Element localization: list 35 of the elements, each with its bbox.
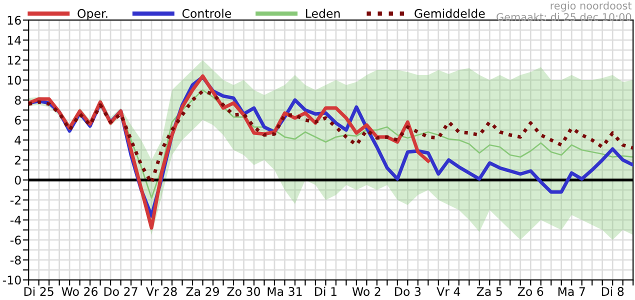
y-tick-label: -8 — [10, 256, 21, 265]
y-tick-label: 6 — [14, 116, 21, 125]
y-tick-label: 4 — [14, 136, 21, 144]
y-tick-label: 10 — [8, 76, 21, 85]
x-tick-label: Wo 2 — [352, 287, 380, 296]
y-tick-label: 2 — [14, 156, 20, 164]
x-tick-label: Di 1 — [315, 286, 336, 296]
y-tick-label: -4 — [10, 216, 21, 224]
x-tick-label: Do 27 — [104, 287, 138, 296]
y-tick-label: -10 — [2, 276, 21, 285]
x-tick-label: Vr 28 — [146, 287, 177, 296]
legend-label: Gemiddelde — [414, 8, 485, 18]
y-tick-label: -6 — [10, 236, 21, 245]
x-tick-label: Zo 6 — [518, 287, 544, 296]
y-tick-label: 0 — [14, 176, 21, 185]
y-tick-label: 16 — [8, 16, 21, 25]
x-tick-label: Di 8 — [602, 286, 624, 296]
x-tick-label: Ma 7 — [558, 287, 585, 296]
text: regio noordoost — [550, 2, 632, 12]
legend-label: Leden — [306, 8, 340, 18]
y-tick-label: -2 — [10, 196, 20, 204]
x-tick-label: Do 3 — [395, 287, 421, 296]
x-tick-label: Wo 26 — [62, 287, 98, 296]
legend-label: Oper. — [78, 9, 108, 20]
y-tick-label: 8 — [14, 96, 21, 105]
x-tick-label: Za 29 — [186, 287, 219, 296]
x-tick-label: Ma 31 — [268, 287, 302, 296]
legend-label: Controle — [182, 8, 232, 18]
y-tick-label: 12 — [8, 56, 20, 65]
x-tick-label: Za 5 — [476, 287, 502, 296]
x-tick-label: Di 25 — [24, 286, 54, 296]
y-tick-label: 14 — [8, 36, 21, 45]
annotation: Gemaakt: di 25 dec 10:00 — [496, 12, 632, 21]
x-tick-label: Zo 30 — [227, 287, 260, 296]
x-tick-label: Vr 4 — [436, 287, 460, 296]
